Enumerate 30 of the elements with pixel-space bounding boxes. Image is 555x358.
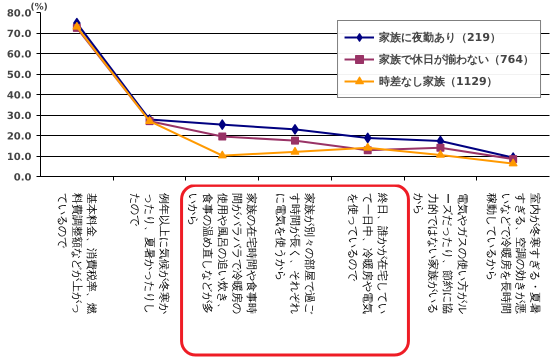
y-tick-label: 80.0 [6,8,32,20]
legend-label: 家族で休日が揃わない（764） [379,52,534,66]
point [218,119,226,130]
x-tick-label: 終日、誰かが在宅していて一日中、冷暖房や電気を使っているので [346,192,389,314]
point [290,146,300,155]
x-tick-label: 例年以上に気候が冬寒かったり、夏暑かったりしたので [128,193,171,314]
point [508,158,518,166]
point [218,150,227,158]
x-tick-label: 家族が別々の部屋で過ごす時間が長く、それぞれに電気を使うから [274,193,316,316]
x-tick-label: 電気やガスの使い方がルーズだったり、節約に協力的ではない家族がいるから [412,193,469,314]
point [364,132,372,144]
point [218,132,226,141]
y-tick-label: 70.0 [6,29,32,40]
x-tick-label: 家族の在宅時間や食事時間がバラバラで冷暖房の使用や風呂の追い炊き、食事の温め直しなどが多いから [186,193,258,314]
y-tick-label: 0.0 [14,172,32,184]
point [436,150,445,158]
point [436,144,444,152]
x-tick-label: 室内が冬寒すぎる・夏暑すぎる、空調の効きが悪いなどで冷暖房を長時間稼動しているから [484,193,542,314]
point [363,142,372,151]
y-tick-label: 60.0 [6,50,32,60]
y-tick-label: 30.0 [6,111,32,122]
x-tick-label: 基本料金、消費税率、燃料費調整額などが上がっているので [56,193,98,314]
y-tick-label: 20.0 [6,132,32,142]
point [291,136,299,145]
legend-label: 時差なし家族（1129） [379,74,498,88]
legend-label: 家族に夜勤あり（219） [379,30,501,44]
y-tick-label: 10.0 [6,152,32,163]
y-tick-label: 40.0 [6,90,32,102]
y-axis-title: (%) [30,2,48,12]
y-tick-label: 50.0 [6,70,32,81]
